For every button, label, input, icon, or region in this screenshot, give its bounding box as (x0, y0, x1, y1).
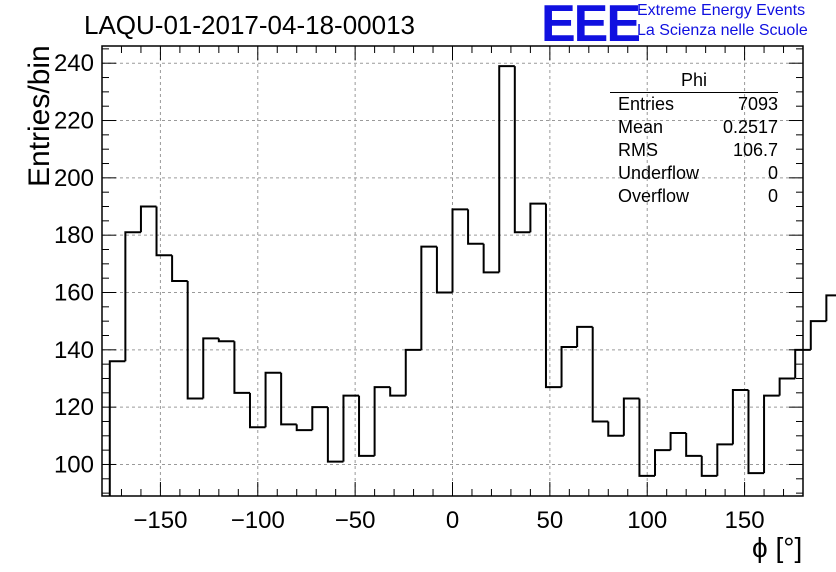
histogram-bin (544, 203, 562, 389)
histogram-bin (108, 360, 126, 496)
stats-label: Entries (618, 94, 675, 114)
chart-title: LAQU-01-2017-04-18-00013 (84, 10, 415, 40)
histogram-bin (622, 397, 640, 436)
stats-row-rms: RMS 106.7 (610, 139, 778, 162)
y-tick-label: 100 (54, 451, 94, 478)
histogram-bin (311, 406, 328, 431)
histogram-bin (482, 243, 500, 274)
histogram-bin (513, 66, 531, 234)
eee-logo: EEE (541, 0, 641, 53)
histogram-bin (124, 231, 141, 362)
stats-value: 0 (767, 186, 778, 206)
stats-row-overflow: Overflow 0 (610, 185, 778, 208)
x-tick-label: 150 (725, 507, 765, 534)
histogram-bin (498, 65, 515, 273)
histogram-bin (809, 320, 827, 350)
histogram-bin (638, 398, 656, 477)
stats-value: 0 (767, 163, 778, 183)
histogram-bin (669, 431, 687, 451)
histogram-bin (778, 377, 796, 396)
y-tick-label: 220 (54, 108, 94, 135)
logo-line-2: La Scienza nelle Scuole (637, 22, 808, 39)
stats-row-mean: Mean 0.2517 (610, 116, 778, 139)
stats-label: Underflow (618, 163, 700, 183)
x-tick-label: 0 (446, 507, 459, 534)
histogram-bin (700, 455, 718, 477)
histogram-bin (186, 281, 204, 400)
histogram-bin (763, 394, 780, 474)
histogram-bin (326, 407, 344, 463)
histogram-bin (591, 326, 609, 423)
histogram-bin (435, 246, 453, 294)
logo-line-1: Extreme Energy Events (637, 2, 806, 19)
histogram-bin (654, 449, 671, 476)
stats-label: Overflow (618, 186, 690, 206)
stats-row-underflow: Underflow 0 (610, 162, 778, 185)
histogram-bin (560, 345, 578, 388)
histogram-bin (248, 392, 266, 429)
y-axis-label: Entries/bin (23, 45, 56, 187)
x-tick-label: −50 (335, 507, 376, 534)
stats-value: 106.7 (732, 140, 778, 160)
histogram-bin (217, 338, 235, 343)
histogram-bin (342, 394, 360, 462)
histogram-bin (295, 424, 313, 432)
histogram-bin (451, 208, 469, 293)
x-tick-label: −100 (231, 507, 285, 534)
histogram-bin (825, 294, 836, 322)
histogram-bin (404, 348, 422, 396)
histogram-bin (233, 341, 250, 394)
x-axis-label: ϕ [°] (752, 532, 803, 563)
histogram-bin (607, 421, 624, 437)
stats-value: 0.2517 (722, 117, 778, 137)
histogram-bin (155, 206, 173, 257)
x-tick-label: 50 (537, 507, 564, 534)
histogram-bin (139, 205, 157, 233)
histogram-bin (358, 395, 375, 457)
stats-value: 7093 (737, 94, 778, 114)
histogram-bin (731, 388, 749, 445)
histogram-bin (747, 389, 765, 475)
histogram-bin (202, 337, 219, 399)
y-tick-label: 180 (54, 222, 94, 249)
histogram-bin (373, 386, 391, 456)
histogram-bin (576, 325, 593, 347)
histogram-bin (716, 443, 733, 476)
histogram-bin (420, 245, 437, 350)
stats-label: Mean (618, 117, 664, 137)
histogram-bin (529, 202, 546, 233)
histogram-bin (280, 372, 297, 426)
x-tick-label: 100 (627, 507, 667, 534)
y-tick-label: 120 (54, 394, 94, 421)
y-tick-label: 160 (54, 279, 94, 306)
histogram-bin (171, 255, 188, 283)
y-tick-label: 200 (54, 165, 94, 192)
y-tick-label: 140 (54, 337, 94, 364)
y-tick-label: 240 (54, 50, 94, 77)
stats-label: RMS (618, 140, 658, 160)
stats-row-entries: Entries 7093 (610, 93, 778, 116)
stats-box: Phi Entries 7093 Mean 0.2517 RMS 106.7 Unde… (610, 70, 778, 208)
histogram-bin (685, 432, 702, 457)
histogram-bin (264, 371, 282, 428)
histogram-bin (467, 209, 484, 245)
x-tick-label: −150 (133, 507, 187, 534)
stats-title: Phi (610, 70, 778, 93)
histogram-bin (389, 387, 406, 397)
